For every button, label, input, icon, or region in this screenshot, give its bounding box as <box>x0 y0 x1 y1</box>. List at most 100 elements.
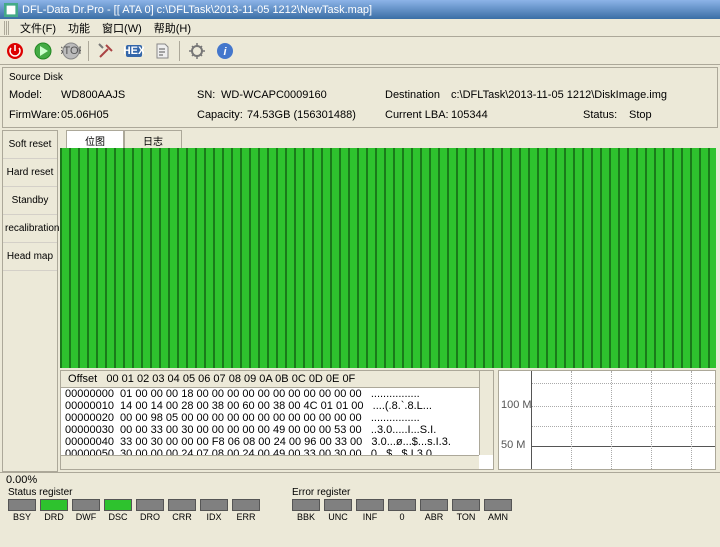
bitmap-view[interactable] <box>60 148 716 368</box>
graph-gridline <box>651 371 652 469</box>
register-led-icon <box>452 499 480 511</box>
register-label: UNC <box>328 512 348 522</box>
cap-label: Capacity: <box>197 109 247 121</box>
speed-graph: 100 M 50 M <box>498 370 716 470</box>
register-led-icon <box>40 499 68 511</box>
menu-window[interactable]: 窗口(W) <box>96 20 148 36</box>
hex-row: 00000030 00 00 33 00 30 00 00 00 00 00 4… <box>61 424 493 436</box>
graph-y-label: 50 M <box>501 439 525 451</box>
register-label: AMN <box>488 512 508 522</box>
info-panel: Source Disk Model: WD800AAJS SN: WD-WCAP… <box>2 67 718 128</box>
register-label: DSC <box>108 512 127 522</box>
status-reg-bsy: BSY <box>8 499 36 522</box>
play-button[interactable] <box>30 39 56 63</box>
settings-button[interactable] <box>184 39 210 63</box>
statusbar: 0.00% <box>0 472 720 486</box>
power-button[interactable] <box>2 39 28 63</box>
graph-gridline <box>691 371 692 469</box>
status-reg-idx: IDX <box>200 499 228 522</box>
tab-bitmap[interactable]: 位图 <box>66 130 124 148</box>
content-area: 位图 日志 Offset 00 01 02 03 04 05 06 07 08 … <box>58 130 718 472</box>
status-register-title: Status register <box>4 486 264 499</box>
tabs: 位图 日志 <box>58 130 718 148</box>
svg-text:HEX: HEX <box>124 45 144 57</box>
hex-row: 00000040 33 00 30 00 00 00 F8 06 08 00 2… <box>61 436 493 448</box>
toolbar-separator <box>88 41 89 61</box>
register-label: ABR <box>425 512 444 522</box>
register-led-icon <box>388 499 416 511</box>
hard-reset-button[interactable]: Hard reset <box>3 159 57 187</box>
hex-row: 00000010 14 00 14 00 28 00 38 00 60 00 3… <box>61 400 493 412</box>
graph-gridline <box>531 383 715 384</box>
register-label: DRO <box>140 512 160 522</box>
svg-text:STOP: STOP <box>61 45 81 57</box>
graph-gridline <box>531 406 715 407</box>
error-reg-bbk: BBK <box>292 499 320 522</box>
hex-header: Offset 00 01 02 03 04 05 06 07 08 09 0A … <box>61 371 493 388</box>
info-button[interactable]: i <box>212 39 238 63</box>
cap-value: 74.53GB (156301488) <box>247 109 385 121</box>
status-reg-dwf: DWF <box>72 499 100 522</box>
register-led-icon <box>292 499 320 511</box>
error-register-title: Error register <box>288 486 516 499</box>
sidebar: Soft reset Hard reset Standby recalibrat… <box>2 130 58 472</box>
hex-button[interactable]: HEX <box>121 39 147 63</box>
standby-button[interactable]: Standby <box>3 187 57 215</box>
soft-reset-button[interactable]: Soft reset <box>3 131 57 159</box>
error-reg-abr: ABR <box>420 499 448 522</box>
status-reg-drd: DRD <box>40 499 68 522</box>
dest-value: c:\DFLTask\2013-11-05 1212\DiskImage.img <box>451 89 667 101</box>
error-register-group: Error register BBKUNCINF0ABRTONAMN <box>288 486 516 524</box>
register-led-icon <box>168 499 196 511</box>
window-title: DFL-Data Dr.Pro - [[ ATA 0] c:\DFLTask\2… <box>22 4 372 16</box>
register-led-icon <box>200 499 228 511</box>
graph-gridline <box>611 371 612 469</box>
sn-label: SN: <box>197 89 221 101</box>
tab-log[interactable]: 日志 <box>124 130 182 148</box>
script-button[interactable] <box>149 39 175 63</box>
hex-row: 00000020 00 00 98 05 00 00 00 00 00 00 0… <box>61 412 493 424</box>
recalibration-button[interactable]: recalibration <box>3 215 57 243</box>
app-icon <box>4 3 18 17</box>
graph-axis <box>531 446 715 447</box>
progress-text: 0.00% <box>6 474 37 486</box>
register-led-icon <box>136 499 164 511</box>
hex-hscrollbar[interactable] <box>61 455 479 469</box>
sn-value: WD-WCAPC0009160 <box>221 89 385 101</box>
head-map-button[interactable]: Head map <box>3 243 57 271</box>
lba-label: Current LBA: <box>385 109 451 121</box>
register-label: IDX <box>206 512 221 522</box>
status-reg-dro: DRO <box>136 499 164 522</box>
menu-help[interactable]: 帮助(H) <box>148 20 197 36</box>
register-led-icon <box>420 499 448 511</box>
fw-value: 05.06H05 <box>61 109 197 121</box>
graph-gridline <box>571 371 572 469</box>
register-led-icon <box>356 499 384 511</box>
register-label: CRR <box>172 512 192 522</box>
hex-vscrollbar[interactable] <box>479 371 493 455</box>
menu-function[interactable]: 功能 <box>62 20 96 36</box>
register-led-icon <box>324 499 352 511</box>
error-reg-amn: AMN <box>484 499 512 522</box>
hex-area: Offset 00 01 02 03 04 05 06 07 08 09 0A … <box>60 370 716 470</box>
register-label: BBK <box>297 512 315 522</box>
status-register-group: Status register BSYDRDDWFDSCDROCRRIDXERR <box>4 486 264 524</box>
tools-button[interactable] <box>93 39 119 63</box>
lba-value: 105344 <box>451 109 583 121</box>
toolbar-separator <box>179 41 180 61</box>
menu-file[interactable]: 文件(F) <box>14 20 62 36</box>
dest-label: Destination <box>385 89 451 101</box>
toolbar: STOP HEX i <box>0 37 720 65</box>
menubar-handle <box>4 21 10 35</box>
register-led-icon <box>484 499 512 511</box>
graph-y-label: 100 M <box>501 399 532 411</box>
titlebar: DFL-Data Dr.Pro - [[ ATA 0] c:\DFLTask\2… <box>0 0 720 19</box>
register-led-icon <box>104 499 132 511</box>
menubar: 文件(F) 功能 窗口(W) 帮助(H) <box>0 19 720 37</box>
hex-viewer[interactable]: Offset 00 01 02 03 04 05 06 07 08 09 0A … <box>60 370 494 470</box>
info-group-title: Source Disk <box>9 70 711 85</box>
main-area: Soft reset Hard reset Standby recalibrat… <box>2 130 718 472</box>
stop-button[interactable]: STOP <box>58 39 84 63</box>
status-label: Status: <box>583 109 629 121</box>
register-led-icon <box>232 499 260 511</box>
